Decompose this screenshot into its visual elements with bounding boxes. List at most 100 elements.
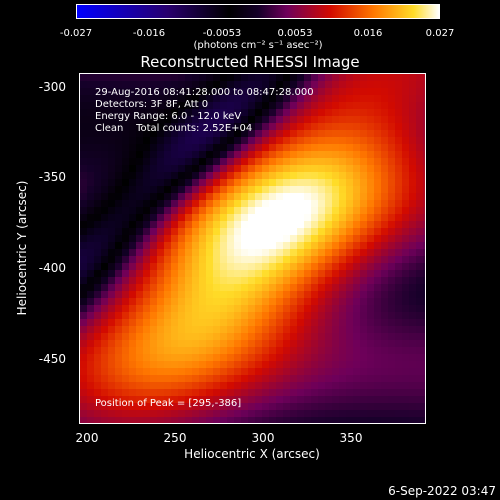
- heatmap-cell: [374, 284, 382, 292]
- heatmap-cell: [255, 193, 263, 201]
- heatmap-cell: [143, 256, 151, 264]
- heatmap-cell: [87, 417, 95, 423]
- heatmap-cell: [304, 123, 312, 131]
- heatmap-cell: [395, 151, 403, 159]
- heatmap-cell: [381, 368, 389, 376]
- heatmap-cell: [283, 144, 291, 152]
- heatmap-cell: [192, 242, 200, 250]
- heatmap-cell: [171, 74, 179, 82]
- heatmap-cell: [143, 340, 151, 348]
- heatmap-cell: [325, 158, 333, 166]
- heatmap-cell: [374, 263, 382, 271]
- heatmap-cell: [87, 396, 95, 404]
- heatmap-cell: [367, 326, 375, 334]
- heatmap-cell: [199, 74, 207, 82]
- heatmap-cell: [374, 179, 382, 187]
- heatmap-cell: [346, 74, 354, 82]
- heatmap-cell: [108, 389, 116, 397]
- heatmap-cell: [234, 221, 242, 229]
- heatmap-cell: [360, 116, 368, 124]
- heatmap-cell: [115, 74, 123, 82]
- heatmap-cell: [346, 144, 354, 152]
- heatmap-cell: [220, 172, 228, 180]
- heatmap-cell: [360, 354, 368, 362]
- heatmap-cell: [290, 340, 298, 348]
- heatmap-cell: [108, 368, 116, 376]
- heatmap-cell: [332, 102, 340, 110]
- heatmap-cell: [325, 179, 333, 187]
- heatmap-cell: [374, 410, 382, 418]
- heatmap-cell: [108, 165, 116, 173]
- heatmap-cell: [255, 158, 263, 166]
- heatmap-cell: [388, 193, 396, 201]
- heatmap-cell: [388, 305, 396, 313]
- heatmap-cell: [178, 235, 186, 243]
- heatmap-cell: [332, 228, 340, 236]
- heatmap-cell: [388, 382, 396, 390]
- heatmap-cell: [164, 326, 172, 334]
- heatmap-cell: [346, 235, 354, 243]
- heatmap-cell: [318, 144, 326, 152]
- heatmap-cell: [409, 228, 417, 236]
- heatmap-cell: [234, 284, 242, 292]
- heatmap-cell: [206, 144, 214, 152]
- heatmap-cell: [227, 263, 235, 271]
- heatmap-cell: [255, 263, 263, 271]
- heatmap-cell: [269, 214, 277, 222]
- heatmap-cell: [255, 326, 263, 334]
- heatmap-cell: [248, 158, 256, 166]
- heatmap-cell: [185, 256, 193, 264]
- heatmap-cell: [227, 228, 235, 236]
- heatmap-cell: [276, 172, 284, 180]
- heatmap-cell: [311, 256, 319, 264]
- heatmap-cell: [318, 347, 326, 355]
- heatmap-cell: [325, 284, 333, 292]
- heatmap-cell: [381, 417, 389, 423]
- heatmap-cell: [283, 256, 291, 264]
- heatmap-cell: [332, 396, 340, 404]
- heatmap-cell: [122, 186, 130, 194]
- heatmap-cell: [129, 235, 137, 243]
- heatmap-cell: [136, 298, 144, 306]
- heatmap-cell: [199, 158, 207, 166]
- heatmap-cell: [381, 221, 389, 229]
- heatmap-cell: [143, 242, 151, 250]
- heatmap-cell: [276, 284, 284, 292]
- heatmap-cell: [164, 270, 172, 278]
- heatmap-cell: [304, 235, 312, 243]
- heatmap-cell: [241, 410, 249, 418]
- heatmap-cell: [248, 298, 256, 306]
- heatmap-cell: [325, 144, 333, 152]
- heatmap-cell: [178, 172, 186, 180]
- heatmap-cell: [213, 207, 221, 215]
- heatmap-cell: [122, 305, 130, 313]
- heatmap-cell: [206, 193, 214, 201]
- heatmap-cell: [374, 277, 382, 285]
- heatmap-cell: [262, 165, 270, 173]
- heatmap-cell: [409, 354, 417, 362]
- heatmap-cell: [101, 361, 109, 369]
- heatmap-cell: [262, 137, 270, 145]
- heatmap-cell: [332, 417, 340, 423]
- heatmap-cell: [402, 81, 410, 89]
- heatmap-cell: [227, 179, 235, 187]
- heatmap-cell: [332, 109, 340, 117]
- heatmap-cell: [360, 256, 368, 264]
- heatmap-cell: [311, 270, 319, 278]
- heatmap-cell: [164, 389, 172, 397]
- heatmap-cell: [248, 193, 256, 201]
- heatmap-cell: [227, 354, 235, 362]
- heatmap-cell: [157, 207, 165, 215]
- heatmap-cell: [101, 207, 109, 215]
- heatmap-cell: [416, 137, 424, 145]
- heatmap-cell: [388, 214, 396, 222]
- heatmap-cell: [388, 179, 396, 187]
- heatmap-cell: [297, 319, 305, 327]
- heatmap-cell: [360, 396, 368, 404]
- heatmap-cell: [311, 312, 319, 320]
- heatmap-cell: [409, 242, 417, 250]
- heatmap-cell: [423, 109, 425, 117]
- heatmap-cell: [409, 312, 417, 320]
- heatmap-cell: [94, 326, 102, 334]
- heatmap-cell: [87, 123, 95, 131]
